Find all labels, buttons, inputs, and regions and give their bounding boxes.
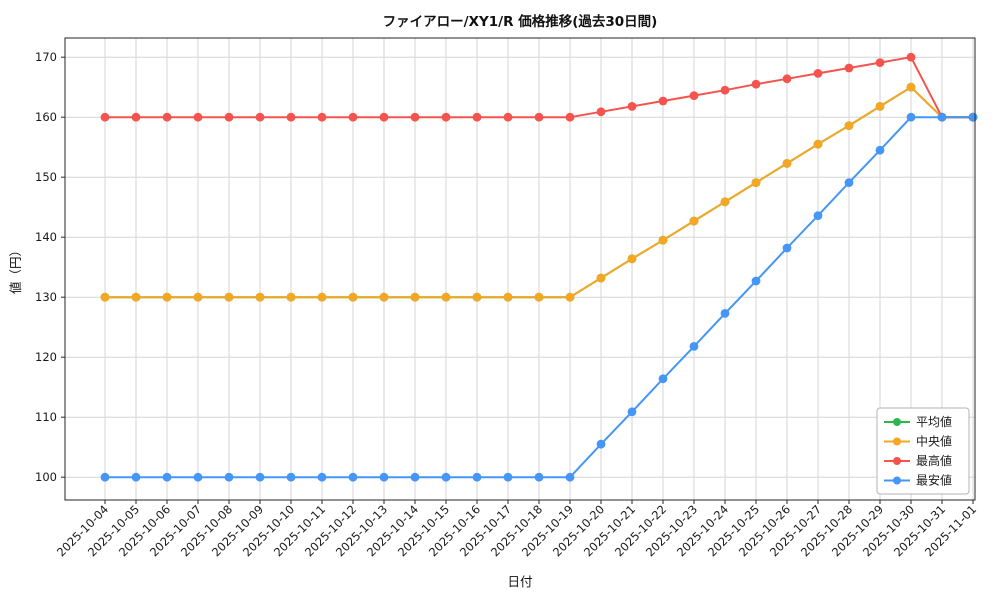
series-markers-max [100, 52, 978, 122]
y-tick-label: 140 [35, 230, 57, 244]
legend-item-label: 最高値 [916, 453, 952, 468]
legend-marker-max [893, 457, 901, 465]
tick-marks [61, 56, 974, 504]
legend-item-label: 中央値 [916, 434, 952, 449]
y-tick-label: 110 [35, 410, 57, 424]
y-tick-labels: 100 110 120 130 140 150 160 170 [35, 50, 57, 484]
x-axis-label: 日付 [507, 574, 532, 589]
legend-marker-min [893, 476, 901, 485]
y-tick-label: 150 [35, 170, 57, 184]
legend-item-average: 平均値 [884, 414, 952, 429]
series-markers-min [100, 112, 978, 482]
y-tick-label: 160 [35, 110, 57, 124]
legend-item-label: 平均値 [916, 414, 952, 429]
plot-area [65, 38, 975, 500]
plot-border [64, 37, 976, 501]
y-tick-label: 130 [35, 290, 57, 304]
legend-item-min: 最安値 [884, 473, 952, 488]
y-tick-label: 120 [35, 350, 57, 364]
plot-root: 100 110 120 130 140 150 160 170 2025-10-042025-1… [35, 37, 979, 559]
y-tick-label: 100 [35, 470, 57, 484]
legend-item-label: 最安値 [916, 473, 952, 488]
y-axis-label: 値（円） [8, 244, 23, 294]
legend-marker-average [893, 418, 901, 426]
legend-item-median: 中央値 [884, 434, 952, 449]
chart-title: ファイアロー/XY1/R 価格推移(過去30日間) [383, 13, 658, 30]
legend-box [876, 407, 970, 495]
legend-item-max: 最高値 [884, 453, 952, 468]
legend-marker-median [893, 437, 901, 446]
x-tick-labels: 2025-10-042025-10-052025-10-062025-10-07… [54, 502, 979, 559]
y-tick-label: 170 [35, 50, 57, 64]
